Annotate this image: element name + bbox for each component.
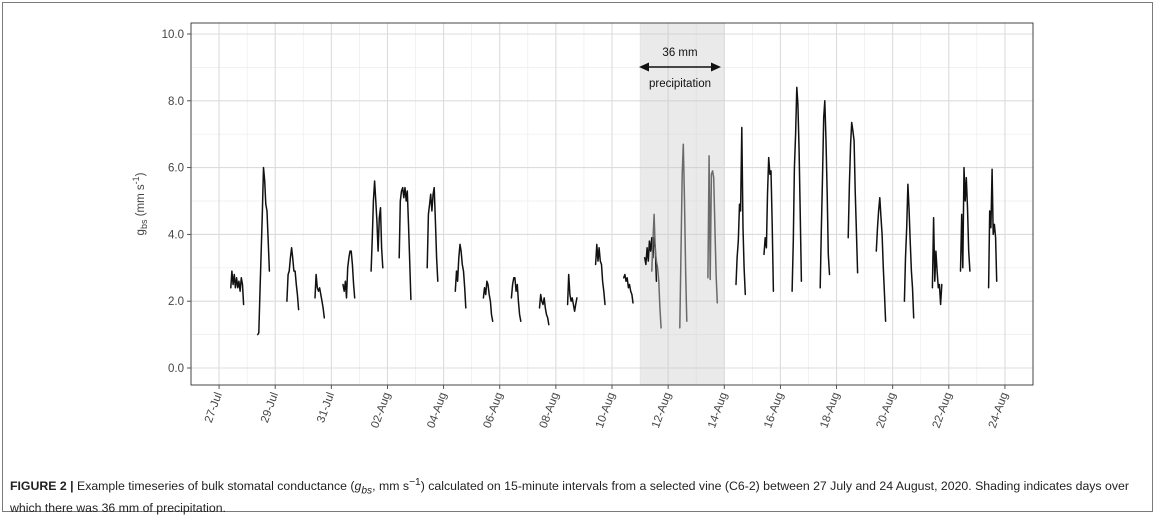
y-axis: 0.0 2.0 4.0 6.0 8.0 10.0 bbox=[162, 29, 191, 375]
y-axis-title-exp: -1 bbox=[131, 176, 141, 184]
x-tick-label: 16-Aug bbox=[762, 391, 786, 430]
y-axis-title-sub: bs bbox=[139, 219, 149, 229]
series-1-segment bbox=[931, 216, 943, 306]
series-1-segment bbox=[987, 168, 998, 289]
x-tick-label: 31-Jul bbox=[315, 391, 337, 425]
annotation-arrowhead-right bbox=[711, 62, 721, 72]
y-tick-label: 10.0 bbox=[162, 29, 184, 41]
x-tick-label: 04-Aug bbox=[425, 391, 449, 430]
annotation-line2: precipitation bbox=[649, 78, 711, 90]
y-tick-label: 0.0 bbox=[168, 363, 184, 375]
y-axis-title-close: ) bbox=[135, 172, 147, 176]
y-axis-title: gbs (mm s-1) bbox=[131, 172, 149, 235]
y-tick-label: 4.0 bbox=[168, 229, 184, 241]
series-1-segment bbox=[230, 270, 245, 306]
series-1-segment bbox=[538, 293, 550, 326]
series-1-segment bbox=[314, 273, 326, 319]
x-tick-label: 20-Aug bbox=[875, 391, 899, 430]
series-1-segment bbox=[903, 183, 915, 319]
x-tick-label: 18-Aug bbox=[818, 391, 842, 430]
x-tick-label: 10-Aug bbox=[594, 391, 618, 430]
y-tick-label: 6.0 bbox=[168, 163, 184, 175]
annotation-line1: 36 mm bbox=[662, 47, 697, 59]
precipitation-annotation: 36 mm precipitation bbox=[639, 47, 721, 90]
series-1-segment bbox=[482, 280, 494, 322]
series-1-segment bbox=[735, 126, 747, 296]
figure-caption: FIGURE 2 | Example timeseries of bulk st… bbox=[10, 475, 1145, 516]
series-group bbox=[230, 86, 998, 336]
series-1-segment bbox=[286, 247, 300, 311]
series-1-segment bbox=[342, 250, 356, 299]
chart: 0.0 2.0 4.0 6.0 8.0 10.0 27-Jul 29-Jul 31-Jul 02… bbox=[131, 22, 1034, 430]
annotation-arrowhead-left bbox=[639, 62, 649, 72]
caption-symbol: g bbox=[354, 479, 362, 494]
series-2-segment bbox=[707, 155, 719, 304]
series-1-segment bbox=[594, 243, 606, 306]
series-2-segment bbox=[651, 213, 662, 329]
caption-sup: −1 bbox=[409, 477, 421, 488]
caption-symbol-sub: bs bbox=[361, 485, 373, 497]
x-tick-label: 27-Jul bbox=[203, 391, 225, 425]
series-1-segment bbox=[398, 186, 412, 301]
series-1-segment bbox=[510, 277, 522, 322]
x-tick-label: 22-Aug bbox=[931, 391, 955, 430]
x-tick-label: 06-Aug bbox=[482, 391, 506, 430]
y-axis-title-unit: (mm s bbox=[135, 184, 147, 219]
x-tick-label: 08-Aug bbox=[538, 391, 562, 430]
x-axis: 27-Jul 29-Jul 31-Jul 02-Aug 04-Aug 06-Aug 08-A… bbox=[203, 385, 1011, 430]
series-1-segment bbox=[819, 100, 831, 289]
series-1-segment bbox=[426, 186, 439, 282]
series-1-segment bbox=[622, 273, 634, 304]
x-tick-label: 29-Jul bbox=[259, 391, 281, 425]
x-tick-label: 02-Aug bbox=[369, 391, 393, 430]
series-1-segment bbox=[959, 166, 971, 272]
caption-text-2: , mm s bbox=[372, 479, 410, 494]
x-tick-label: 14-Aug bbox=[706, 391, 730, 430]
series-1-segment bbox=[763, 156, 775, 292]
caption-text-3: ) calculated on 15-minute intervals from… bbox=[10, 479, 1129, 515]
y-tick-label: 2.0 bbox=[168, 296, 184, 308]
series-1-segment bbox=[370, 180, 384, 272]
y-tick-label: 8.0 bbox=[168, 96, 184, 108]
series-1-segment bbox=[566, 273, 578, 312]
x-tick-label: 12-Aug bbox=[650, 391, 674, 430]
series-1-segment bbox=[256, 166, 271, 336]
series-1-segment bbox=[791, 86, 803, 292]
caption-label: FIGURE 2 | bbox=[10, 479, 74, 494]
caption-text-1: Example timeseries of bulk stomatal cond… bbox=[73, 479, 355, 494]
x-tick-label: 24-Aug bbox=[987, 391, 1011, 430]
y-axis-title-base: g bbox=[135, 229, 147, 235]
series-1-segment bbox=[875, 196, 887, 322]
series-1-segment bbox=[454, 243, 467, 309]
series-1-segment bbox=[847, 121, 859, 274]
series-2-segment bbox=[679, 143, 688, 329]
